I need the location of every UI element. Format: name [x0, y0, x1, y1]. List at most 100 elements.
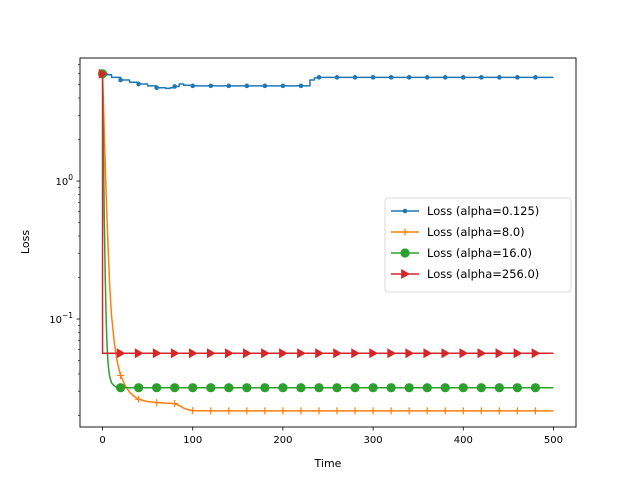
- series-3-marker: [458, 383, 468, 393]
- series-3-marker: [530, 383, 541, 393]
- series-3-marker: [170, 383, 180, 393]
- series-2-marker: [513, 407, 521, 415]
- series-4-marker: [477, 348, 487, 359]
- series-2-marker: [495, 407, 503, 415]
- y-tick-label: 10−1: [49, 311, 73, 326]
- legend-entry: Loss (alpha=16.0): [391, 246, 532, 260]
- series-4-marker: [152, 348, 162, 359]
- series-2-marker: [261, 407, 269, 415]
- x-axis: 0 100 200 300 400 500: [99, 427, 563, 446]
- x-tick-label: 500: [544, 435, 563, 446]
- legend-label: Loss (alpha=256.0): [427, 267, 539, 281]
- series-2-marker: [405, 407, 413, 415]
- legend-label: Loss (alpha=16.0): [427, 246, 532, 260]
- series-3-marker: [242, 383, 252, 393]
- series-3-marker: [134, 383, 144, 393]
- series-3-marker: [332, 383, 342, 393]
- series-4-marker: [405, 348, 415, 359]
- x-tick-label: 100: [183, 435, 202, 446]
- x-tick-label: 200: [273, 435, 292, 446]
- series-1-marker: [316, 75, 322, 80]
- y-axis: 100 10−1: [49, 64, 80, 416]
- series-1-marker: [497, 75, 502, 80]
- series-3-marker: [314, 383, 324, 393]
- series-1-marker: [515, 75, 520, 80]
- series-4-marker: [188, 348, 198, 359]
- series-4-marker: [206, 348, 216, 359]
- series-3-marker: [296, 383, 306, 393]
- series-4-marker: [243, 348, 252, 359]
- legend-label: Loss (alpha=8.0): [427, 225, 525, 239]
- series-3-marker: [278, 383, 288, 393]
- series-1-marker: [298, 83, 304, 89]
- series-4-marker: [423, 348, 433, 359]
- series-3-marker: [260, 383, 270, 393]
- series-1: [100, 71, 554, 91]
- x-tick-label: 400: [454, 435, 473, 446]
- series-4-marker: [441, 348, 451, 359]
- plot-frame: [79, 57, 577, 428]
- series-1-marker: [424, 75, 430, 80]
- series-3-marker: [440, 383, 450, 393]
- series-3-marker: [512, 383, 522, 393]
- y-axis-label: Loss: [19, 230, 32, 254]
- series-1-marker: [226, 83, 232, 89]
- legend-entry: Loss (alpha=0.125): [391, 204, 539, 218]
- series-4-marker: [513, 348, 523, 359]
- series-1-marker: [154, 85, 159, 91]
- series-3-marker: [152, 383, 162, 393]
- x-axis-label: Time: [314, 457, 342, 470]
- legend-marker: [401, 228, 409, 236]
- legend-box: [384, 197, 572, 293]
- series-4-marker: [297, 348, 306, 359]
- series-1-marker: [406, 75, 412, 80]
- series-3-marker: [476, 383, 486, 393]
- series-2-marker: [225, 407, 233, 415]
- series-4-marker: [531, 348, 541, 359]
- series-2-marker: [135, 395, 143, 403]
- series-4-marker: [369, 348, 379, 359]
- series-4-marker: [495, 348, 505, 359]
- series-4-marker: [134, 348, 144, 359]
- series-2-marker: [279, 407, 287, 415]
- series-2-marker: [441, 407, 449, 415]
- legend-marker: [402, 208, 408, 214]
- series-1-marker: [442, 75, 448, 80]
- series-2-marker: [531, 407, 539, 415]
- legend: Loss (alpha=0.125) Loss (alpha=8.0) Loss (…: [384, 197, 572, 293]
- legend-label: Loss (alpha=0.125): [427, 204, 539, 218]
- series-3-marker: [224, 383, 234, 393]
- y-tick-label: 100: [55, 173, 73, 188]
- series-4-marker: [116, 348, 126, 359]
- series-4-marker: [279, 348, 288, 359]
- series-1-marker: [352, 75, 358, 80]
- legend-marker: [400, 248, 410, 258]
- series-2-marker: [171, 400, 179, 408]
- series-2-marker: [243, 407, 251, 415]
- series-4: [98, 68, 554, 359]
- series-2-marker: [459, 407, 467, 415]
- legend-entry: Loss (alpha=256.0): [391, 267, 539, 281]
- series-1-marker: [533, 75, 538, 80]
- series-2-marker: [297, 407, 305, 415]
- x-tick-label: 300: [364, 435, 383, 446]
- series-3-marker: [368, 383, 378, 393]
- series-1-marker: [190, 83, 196, 89]
- series-2-marker: [117, 371, 125, 379]
- series-3-marker: [404, 383, 414, 393]
- series-4-marker: [225, 348, 234, 359]
- series-3-marker: [494, 383, 504, 393]
- series-3: [97, 69, 554, 393]
- series-4-marker: [98, 68, 108, 79]
- series-1-marker: [262, 83, 268, 89]
- series-2-marker: [315, 407, 323, 415]
- series-2-marker: [207, 407, 215, 415]
- series-3-marker: [386, 383, 396, 393]
- series-4-marker: [459, 348, 469, 359]
- series-1-marker: [479, 75, 484, 80]
- legend-marker: [401, 269, 410, 279]
- series-2-marker: [387, 407, 395, 415]
- series-2-marker: [423, 407, 431, 415]
- series-2-marker: [333, 407, 341, 415]
